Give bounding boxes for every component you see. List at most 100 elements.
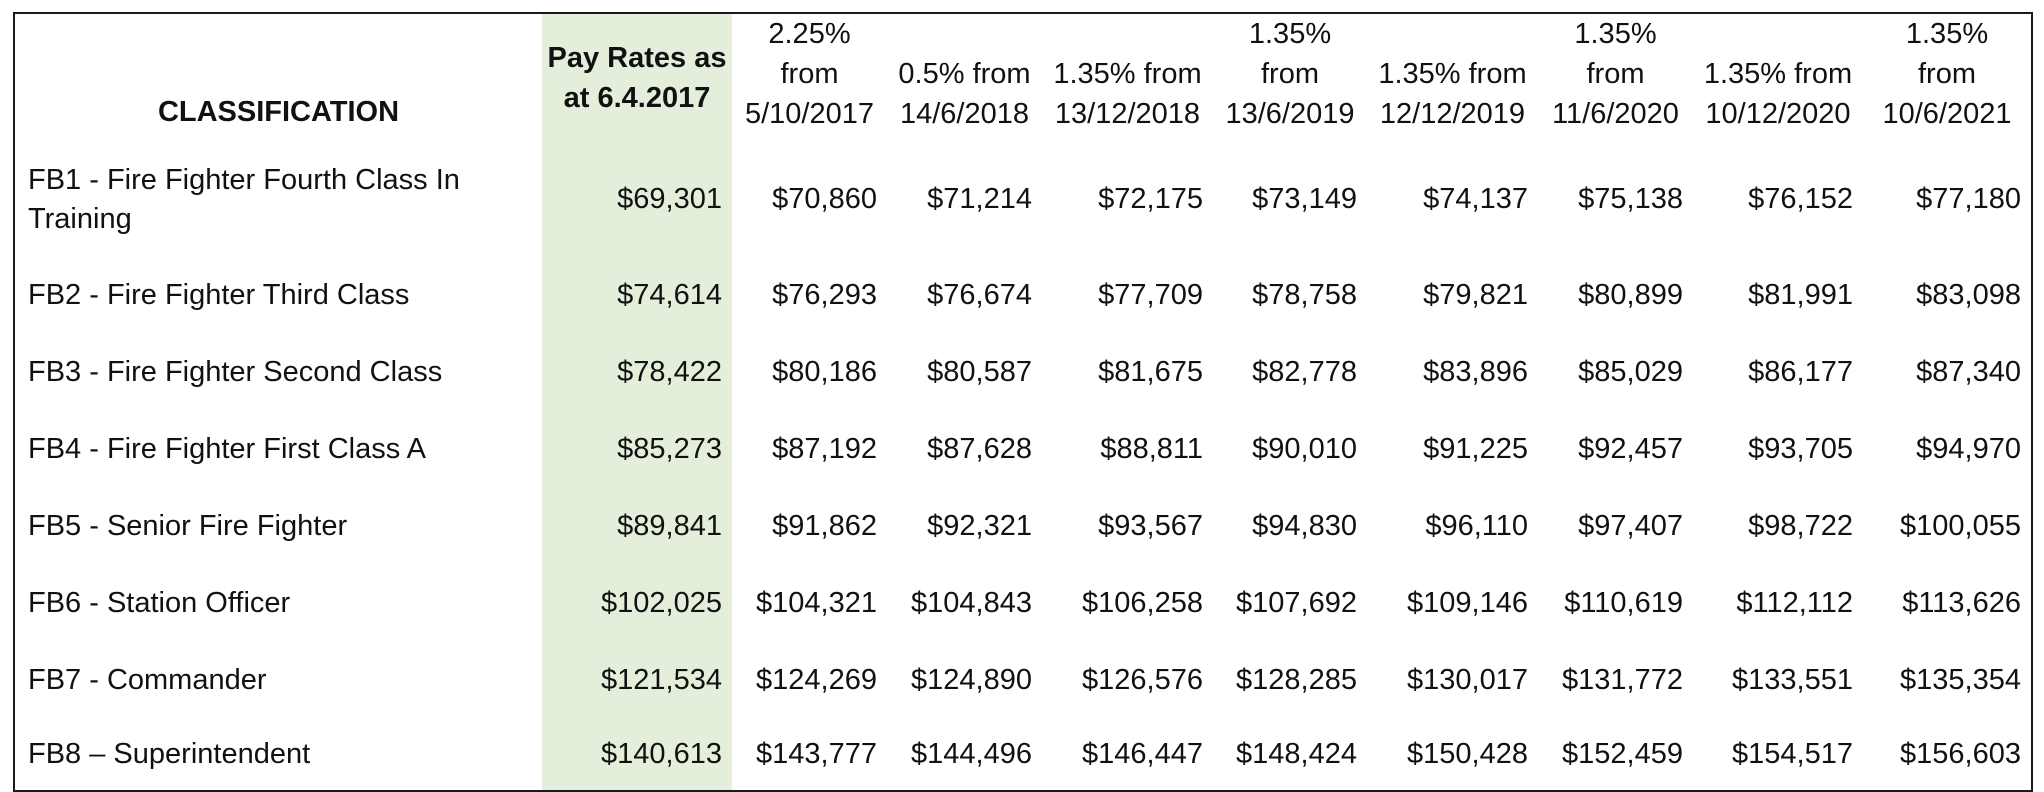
pay-rate-cell: $112,112 — [1736, 587, 1853, 619]
pay-rate-cell: $83,098 — [1916, 279, 2021, 311]
pay-rate-cell: $79,821 — [1423, 279, 1528, 311]
pay-rate-cell: $75,138 — [1578, 183, 1683, 215]
increment-header-line: from — [1261, 58, 1319, 90]
header-row: CLASSIFICATION Pay Rates as at 6.4.2017 … — [14, 13, 2032, 142]
pay-rate-cell: $87,340 — [1916, 356, 2021, 388]
pay-rate-cell: $135,354 — [1900, 664, 2021, 696]
pay-rate-cell: $156,603 — [1900, 738, 2021, 770]
pay-rate-cell: $85,029 — [1578, 356, 1683, 388]
pay-rate-cell: $86,177 — [1748, 356, 1853, 388]
pay-rate-cell: $76,674 — [927, 279, 1032, 311]
pay-rate-cell: $93,567 — [1098, 510, 1203, 542]
pay-rate-cell: $80,899 — [1578, 279, 1683, 311]
increment-header-line: 2.25% — [768, 18, 851, 50]
increment-header-line: 0.5% from — [898, 58, 1031, 90]
increment-header-line: 5/10/2017 — [744, 98, 874, 130]
pay-rate-cell: $80,587 — [927, 356, 1032, 388]
pay-rate-cell: $81,991 — [1748, 279, 1853, 311]
classification-label: FB1 - Fire Fighter Fourth Class In — [28, 163, 460, 196]
increment-header: 1.35% from 10/12/2020 — [1693, 13, 1863, 142]
pay-rate-cell: $131,772 — [1562, 664, 1683, 696]
increment-header: 1.35% from 12/12/2019 — [1367, 13, 1538, 142]
classification-label: FB7 - Commander — [28, 664, 267, 696]
classification-cell: FB1 - Fire Fighter Fourth Class In Train… — [14, 142, 542, 257]
increment-header-line: from — [780, 58, 839, 90]
increment-header-line: 1.35% from — [1703, 58, 1853, 90]
pay-rate-cell: $77,180 — [1916, 183, 2021, 215]
pay-rate-cell: $104,321 — [756, 587, 877, 619]
classification-header: CLASSIFICATION — [14, 13, 542, 142]
increment-header-line: 1.35% from — [1378, 58, 1527, 90]
increment-header: 2.25% from 5/10/2017 — [732, 13, 887, 142]
table-row: FB6 - Station Officer $102,025 $104,321 … — [14, 565, 2032, 642]
pay-rate-cell: $126,576 — [1082, 664, 1203, 696]
increment-header-line: 13/12/2018 — [1054, 98, 1201, 130]
pay-rate-cell: $73,149 — [1252, 183, 1357, 215]
increment-header-line: 1.35% — [1574, 18, 1657, 50]
pay-rate-cell: $154,517 — [1732, 738, 1853, 770]
increment-header: 1.35% from 13/6/2019 — [1213, 13, 1367, 142]
pay-rate-cell: $107,692 — [1236, 587, 1357, 619]
increment-header-line: 1.35% — [1905, 18, 1989, 50]
classification-label: FB3 - Fire Fighter Second Class — [28, 356, 443, 388]
classification-label: FB6 - Station Officer — [28, 587, 291, 619]
pay-rate-cell: $124,890 — [911, 664, 1032, 696]
increment-header-line: from — [1586, 58, 1645, 90]
pay-rate-cell: $91,225 — [1423, 433, 1528, 465]
increment-header-line: 1.35% — [1248, 18, 1332, 50]
increment-header-line: 14/6/2018 — [899, 98, 1029, 130]
pay-rate-cell: $128,285 — [1236, 664, 1357, 696]
pay-rate-cell: $148,424 — [1236, 738, 1357, 770]
classification-cell: FB6 - Station Officer — [14, 565, 542, 642]
table-row: FB7 - Commander $121,534 $124,269 $124,8… — [14, 642, 2032, 719]
pay-rate-cell: $93,705 — [1748, 433, 1853, 465]
pay-rate-cell: $87,628 — [927, 433, 1032, 465]
pay-rate-cell: $92,457 — [1578, 433, 1683, 465]
increment-header: 1.35% from 11/6/2020 — [1538, 13, 1693, 142]
table-row: FB5 - Senior Fire Fighter $89,841 $91,86… — [14, 488, 2032, 565]
pay-rates-header-line1: Pay Rates as — [547, 42, 727, 74]
table-row: FB8 – Superintendent $140,613 $143,777 $… — [14, 719, 2032, 791]
pay-rate-cell: $110,619 — [1564, 587, 1683, 619]
pay-rate-cell: $133,551 — [1732, 664, 1853, 696]
increment-header-line: 10/6/2021 — [1882, 98, 2012, 130]
pay-rate-cell: $121,534 — [542, 642, 732, 719]
pay-rate-cell: $106,258 — [1082, 587, 1203, 619]
pay-rate-cell: $76,293 — [772, 279, 877, 311]
classification-label: FB4 - Fire Fighter First Class A — [28, 433, 427, 465]
pay-rate-cell: $144,496 — [911, 738, 1032, 770]
pay-rate-cell: $74,614 — [542, 257, 732, 334]
pay-rate-cell: $90,010 — [1252, 433, 1357, 465]
pay-rate-cell: $150,428 — [1407, 738, 1528, 770]
increment-header-line: 1.35% from — [1053, 58, 1202, 90]
pay-rate-cell: $78,422 — [542, 334, 732, 411]
pay-rate-cell: $72,175 — [1098, 183, 1203, 215]
pay-rate-cell: $74,137 — [1423, 183, 1528, 215]
pay-rate-cell: $78,758 — [1252, 279, 1357, 311]
increment-header: 1.35% from 10/6/2021 — [1863, 13, 2032, 142]
pay-rate-cell: $124,269 — [756, 664, 877, 696]
pay-rate-cell: $94,970 — [1916, 433, 2021, 465]
pay-rate-cell: $89,841 — [542, 488, 732, 565]
pay-rate-cell: $98,722 — [1748, 510, 1853, 542]
pay-rate-cell: $146,447 — [1082, 738, 1203, 770]
pay-rate-cell: $109,146 — [1407, 587, 1528, 619]
pay-rate-cell: $80,186 — [772, 356, 877, 388]
increment-header-line: 11/6/2020 — [1552, 98, 1679, 130]
pay-rate-cell: $130,017 — [1407, 664, 1528, 696]
pay-rate-cell: $100,055 — [1900, 510, 2021, 542]
classification-cell: FB7 - Commander — [14, 642, 542, 719]
classification-cell: FB3 - Fire Fighter Second Class — [14, 334, 542, 411]
pay-rate-cell: $97,407 — [1578, 510, 1683, 542]
pay-rate-cell: $104,843 — [911, 587, 1032, 619]
pay-rate-cell: $69,301 — [542, 142, 732, 257]
pay-rate-cell: $88,811 — [1100, 433, 1203, 465]
table-row: FB3 - Fire Fighter Second Class $78,422 … — [14, 334, 2032, 411]
pay-rate-cell: $76,152 — [1748, 183, 1853, 215]
table-row: FB1 - Fire Fighter Fourth Class In Train… — [14, 142, 2032, 257]
pay-rate-cell: $143,777 — [756, 738, 877, 770]
pay-rate-cell: $113,626 — [1902, 587, 2021, 619]
classification-header-label: CLASSIFICATION — [157, 96, 400, 128]
pay-rate-cell: $83,896 — [1423, 356, 1528, 388]
pay-rate-cell: $152,459 — [1562, 738, 1683, 770]
